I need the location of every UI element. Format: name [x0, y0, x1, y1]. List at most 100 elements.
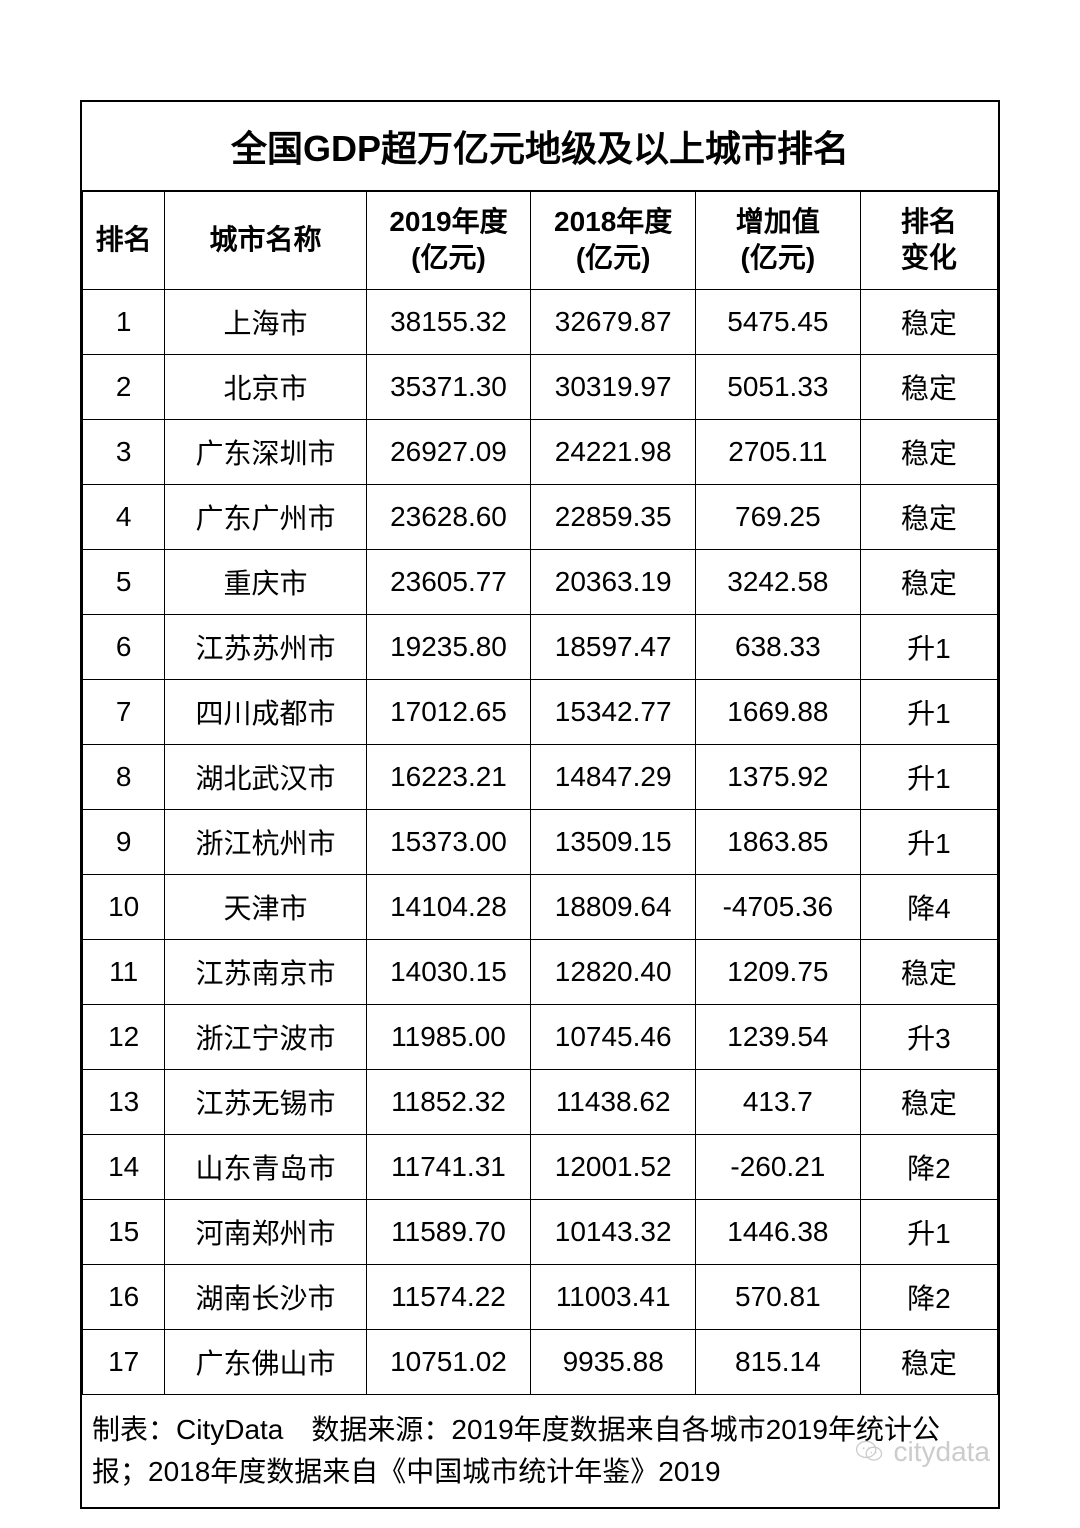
cell-y2018: 24221.98	[531, 419, 696, 484]
cell-y2019: 35371.30	[366, 354, 531, 419]
cell-city: 浙江杭州市	[165, 809, 366, 874]
cell-rank: 11	[83, 939, 165, 1004]
data-table: 排名 城市名称 2019年度(亿元) 2018年度(亿元) 增加值(亿元) 排名…	[82, 191, 998, 1395]
table-row: 14山东青岛市11741.3112001.52-260.21降2	[83, 1134, 998, 1199]
cell-change: 降4	[860, 874, 997, 939]
cell-y2019: 23628.60	[366, 484, 531, 549]
cell-city: 江苏南京市	[165, 939, 366, 1004]
cell-rank: 15	[83, 1199, 165, 1264]
cell-rank: 4	[83, 484, 165, 549]
watermark: citydata	[854, 1436, 991, 1468]
col-header-2018: 2018年度(亿元)	[531, 192, 696, 290]
cell-increase: 1375.92	[696, 744, 861, 809]
wechat-icon	[854, 1436, 886, 1468]
cell-city: 上海市	[165, 289, 366, 354]
col-header-change: 排名变化	[860, 192, 997, 290]
cell-city: 江苏无锡市	[165, 1069, 366, 1134]
cell-city: 广东佛山市	[165, 1329, 366, 1394]
cell-y2019: 26927.09	[366, 419, 531, 484]
cell-increase: 2705.11	[696, 419, 861, 484]
cell-rank: 6	[83, 614, 165, 679]
cell-rank: 5	[83, 549, 165, 614]
cell-y2018: 12001.52	[531, 1134, 696, 1199]
cell-change: 升1	[860, 744, 997, 809]
cell-rank: 16	[83, 1264, 165, 1329]
cell-change: 升1	[860, 614, 997, 679]
cell-increase: 1209.75	[696, 939, 861, 1004]
table-row: 13江苏无锡市11852.3211438.62413.7稳定	[83, 1069, 998, 1134]
cell-city: 广东深圳市	[165, 419, 366, 484]
cell-change: 降2	[860, 1264, 997, 1329]
table-row: 11江苏南京市14030.1512820.401209.75稳定	[83, 939, 998, 1004]
cell-increase: 1239.54	[696, 1004, 861, 1069]
cell-increase: 1669.88	[696, 679, 861, 744]
cell-increase: 638.33	[696, 614, 861, 679]
cell-change: 稳定	[860, 354, 997, 419]
cell-increase: -260.21	[696, 1134, 861, 1199]
cell-y2019: 11852.32	[366, 1069, 531, 1134]
cell-y2019: 16223.21	[366, 744, 531, 809]
cell-y2019: 10751.02	[366, 1329, 531, 1394]
table-row: 3广东深圳市26927.0924221.982705.11稳定	[83, 419, 998, 484]
cell-change: 升1	[860, 809, 997, 874]
watermark-text: citydata	[894, 1436, 991, 1468]
cell-rank: 8	[83, 744, 165, 809]
cell-y2018: 10745.46	[531, 1004, 696, 1069]
cell-change: 稳定	[860, 419, 997, 484]
table-row: 16湖南长沙市11574.2211003.41570.81降2	[83, 1264, 998, 1329]
cell-change: 升1	[860, 679, 997, 744]
cell-y2018: 12820.40	[531, 939, 696, 1004]
cell-increase: 769.25	[696, 484, 861, 549]
table-row: 2北京市35371.3030319.975051.33稳定	[83, 354, 998, 419]
cell-increase: 413.7	[696, 1069, 861, 1134]
cell-y2019: 11741.31	[366, 1134, 531, 1199]
cell-y2018: 22859.35	[531, 484, 696, 549]
cell-y2019: 14104.28	[366, 874, 531, 939]
cell-city: 湖南长沙市	[165, 1264, 366, 1329]
cell-increase: 5051.33	[696, 354, 861, 419]
cell-y2018: 30319.97	[531, 354, 696, 419]
cell-increase: 570.81	[696, 1264, 861, 1329]
table-row: 8湖北武汉市16223.2114847.291375.92升1	[83, 744, 998, 809]
cell-rank: 17	[83, 1329, 165, 1394]
cell-increase: 5475.45	[696, 289, 861, 354]
cell-y2018: 10143.32	[531, 1199, 696, 1264]
cell-rank: 1	[83, 289, 165, 354]
cell-increase: -4705.36	[696, 874, 861, 939]
cell-y2019: 23605.77	[366, 549, 531, 614]
cell-y2019: 14030.15	[366, 939, 531, 1004]
table-body: 1上海市38155.3232679.875475.45稳定2北京市35371.3…	[83, 289, 998, 1394]
cell-y2018: 15342.77	[531, 679, 696, 744]
cell-city: 浙江宁波市	[165, 1004, 366, 1069]
cell-change: 稳定	[860, 484, 997, 549]
cell-y2018: 9935.88	[531, 1329, 696, 1394]
cell-y2019: 11985.00	[366, 1004, 531, 1069]
cell-rank: 7	[83, 679, 165, 744]
table-row: 17广东佛山市10751.029935.88815.14稳定	[83, 1329, 998, 1394]
cell-y2019: 11589.70	[366, 1199, 531, 1264]
cell-change: 稳定	[860, 1329, 997, 1394]
table-row: 4广东广州市23628.6022859.35769.25稳定	[83, 484, 998, 549]
table-row: 15河南郑州市11589.7010143.321446.38升1	[83, 1199, 998, 1264]
table-row: 12浙江宁波市11985.0010745.461239.54升3	[83, 1004, 998, 1069]
col-header-increase: 增加值(亿元)	[696, 192, 861, 290]
col-header-2019: 2019年度(亿元)	[366, 192, 531, 290]
cell-y2019: 38155.32	[366, 289, 531, 354]
cell-change: 稳定	[860, 549, 997, 614]
cell-rank: 14	[83, 1134, 165, 1199]
cell-city: 北京市	[165, 354, 366, 419]
cell-change: 降2	[860, 1134, 997, 1199]
cell-y2019: 11574.22	[366, 1264, 531, 1329]
table-row: 10天津市14104.2818809.64-4705.36降4	[83, 874, 998, 939]
cell-y2018: 14847.29	[531, 744, 696, 809]
gdp-ranking-table: 全国GDP超万亿元地级及以上城市排名 排名 城市名称 2019年度(亿元) 20…	[80, 100, 1000, 1509]
cell-increase: 815.14	[696, 1329, 861, 1394]
cell-y2019: 15373.00	[366, 809, 531, 874]
cell-city: 江苏苏州市	[165, 614, 366, 679]
table-row: 5重庆市23605.7720363.193242.58稳定	[83, 549, 998, 614]
col-header-rank: 排名	[83, 192, 165, 290]
cell-change: 稳定	[860, 1069, 997, 1134]
table-row: 9浙江杭州市15373.0013509.151863.85升1	[83, 809, 998, 874]
cell-change: 升3	[860, 1004, 997, 1069]
cell-y2018: 32679.87	[531, 289, 696, 354]
